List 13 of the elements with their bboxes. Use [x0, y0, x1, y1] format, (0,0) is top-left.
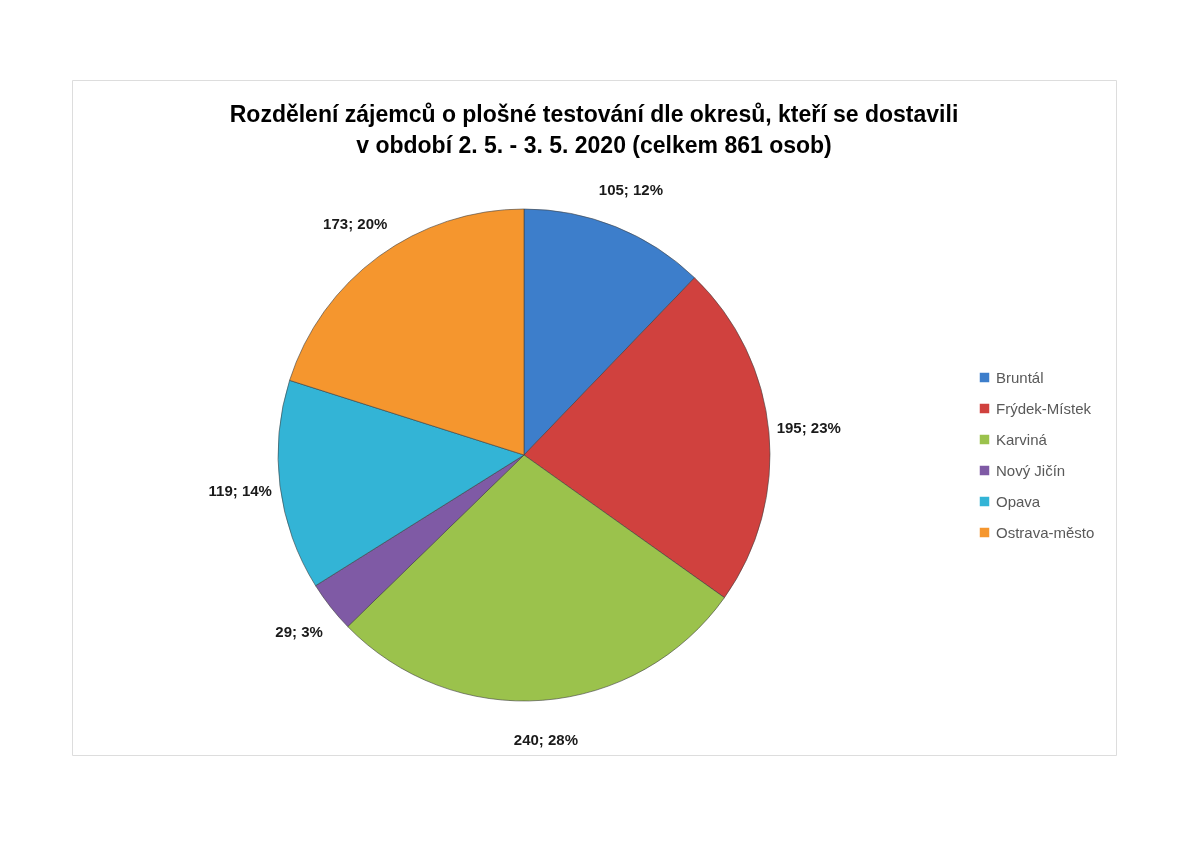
legend-label: Bruntál	[996, 368, 1044, 386]
data-label: 119; 14%	[208, 481, 272, 499]
chart-title: Rozdělení zájemců o plošné testování dle okresů, kteří se dostavili v období 2. 5. - 3. 5. 2020 (celkem 861 osob)	[229, 101, 959, 158]
data-label: 173; 20%	[323, 215, 388, 233]
legend-label: Frýdek-Místek	[996, 399, 1092, 417]
legend-label: Ostrava-město	[996, 523, 1095, 541]
data-label: 105; 12%	[598, 180, 664, 198]
data-label: 195; 23%	[776, 419, 841, 437]
legend-label: Opava	[996, 492, 1041, 510]
legend-label: Karviná	[996, 430, 1048, 448]
data-label: 29; 3%	[275, 622, 323, 640]
data-label: 240; 28%	[513, 731, 578, 749]
legend-label: Nový Jičín	[996, 461, 1066, 479]
